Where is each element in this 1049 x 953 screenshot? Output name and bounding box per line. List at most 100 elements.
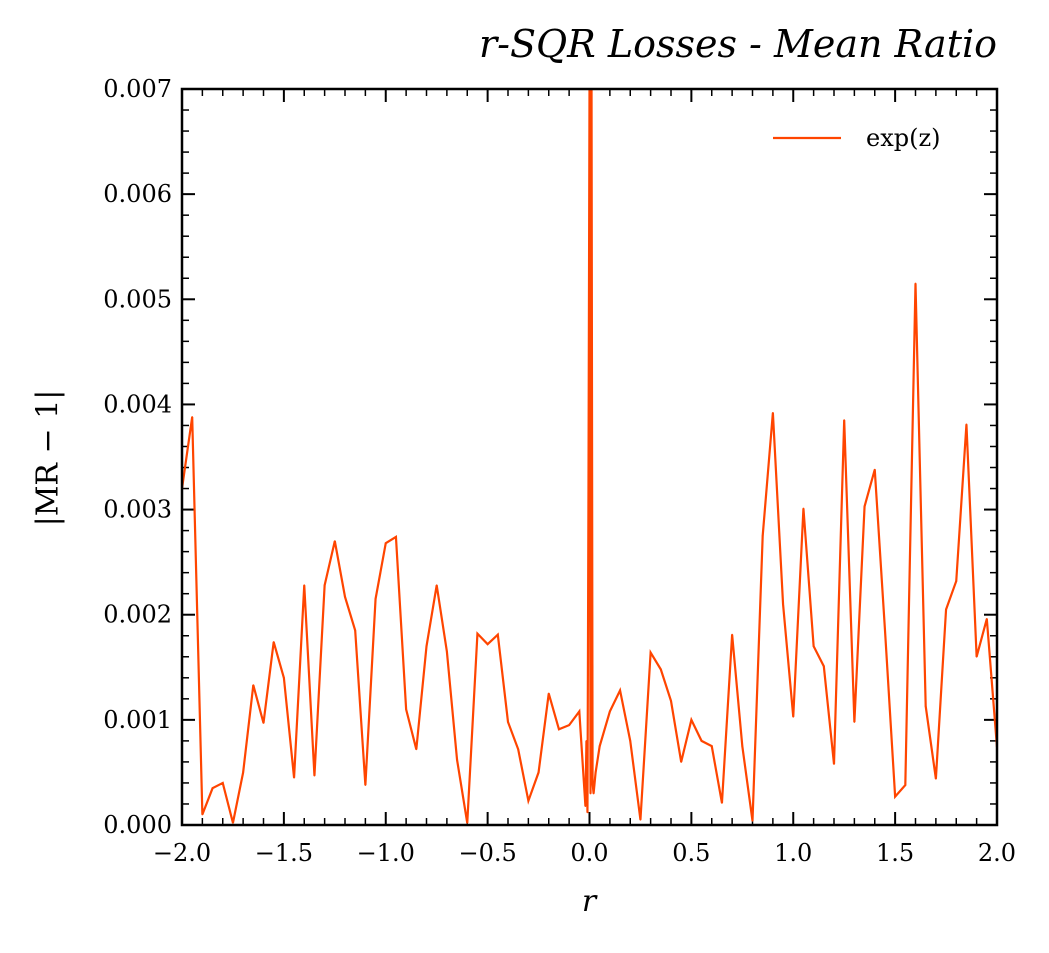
data-point — [802, 507, 805, 510]
data-point — [914, 282, 917, 285]
data-point — [782, 603, 784, 606]
data-point — [415, 748, 418, 751]
data-point — [659, 668, 662, 671]
series-layer — [182, 89, 997, 824]
data-point — [405, 708, 408, 711]
data-point — [323, 584, 326, 587]
data-point — [670, 700, 672, 702]
data-point — [592, 792, 595, 795]
data-point — [313, 774, 316, 777]
data-point — [374, 598, 377, 600]
data-point — [843, 419, 846, 422]
data-point — [435, 584, 438, 587]
data-point — [456, 758, 458, 761]
data-point — [293, 776, 295, 779]
data-point — [476, 632, 479, 635]
data-point — [587, 487, 590, 490]
series-line — [182, 89, 997, 824]
data-point — [975, 655, 978, 658]
data-point — [558, 728, 560, 731]
y-tick-label: 0.001 — [103, 706, 172, 734]
x-axis-label: r — [581, 884, 597, 919]
data-point — [537, 771, 540, 774]
data-point — [741, 745, 744, 748]
data-point — [354, 629, 357, 632]
data-point — [384, 542, 387, 545]
data-point — [252, 684, 255, 687]
data-point — [619, 689, 621, 692]
x-tick-label: −1.0 — [357, 839, 415, 867]
data-point — [955, 580, 958, 582]
data-point — [303, 584, 306, 587]
data-point — [201, 813, 204, 816]
data-point — [812, 645, 815, 648]
data-point — [589, 792, 592, 795]
data-point — [517, 748, 520, 751]
data-point — [680, 761, 683, 763]
data-point — [547, 692, 550, 695]
data-point — [710, 745, 713, 748]
data-point — [853, 721, 856, 723]
data-point — [873, 468, 876, 471]
data-point — [496, 633, 499, 636]
x-tick-label: 1.5 — [876, 839, 914, 867]
data-point — [945, 608, 947, 611]
data-point — [221, 782, 224, 784]
data-point — [272, 641, 275, 643]
data-point — [731, 633, 734, 636]
data-point — [486, 643, 489, 646]
data-point — [578, 710, 581, 713]
x-tick-label: 0.5 — [672, 839, 710, 867]
data-point — [586, 811, 589, 814]
legend: exp(z) — [773, 124, 940, 152]
data-point — [594, 771, 597, 774]
legend-label: exp(z) — [866, 124, 940, 152]
y-tick-label: 0.003 — [103, 496, 172, 524]
y-tick-label: 0.005 — [103, 285, 172, 313]
data-point — [934, 777, 937, 780]
data-point — [262, 722, 265, 724]
data-point — [395, 536, 397, 538]
axis-ticks: −2.0 −1.5 −1.0 −0.5 0.0 0.5 1.0 1.5 2.0 0.000 0.00… — [103, 75, 1016, 867]
data-point — [700, 739, 703, 742]
y-tick-label: 0.004 — [103, 390, 172, 418]
data-point — [721, 802, 723, 804]
data-point — [649, 651, 652, 654]
data-point — [894, 795, 897, 798]
data-point — [629, 739, 632, 742]
data-point — [591, 782, 594, 784]
data-point — [282, 676, 285, 679]
x-tick-label: −2.0 — [153, 839, 211, 867]
data-point — [965, 423, 968, 426]
data-point — [584, 805, 587, 807]
data-point — [585, 739, 588, 742]
data-point — [904, 784, 907, 786]
data-point — [751, 819, 754, 822]
chart-title: r-SQR Losses - Mean Ratio — [478, 22, 997, 66]
data-point — [690, 718, 693, 721]
data-point — [639, 818, 642, 821]
plot-frame — [180, 87, 999, 827]
y-tick-label: 0.000 — [103, 811, 172, 839]
data-point — [884, 628, 886, 631]
x-tick-label: 0.0 — [570, 839, 608, 867]
data-point — [445, 650, 448, 653]
data-point — [425, 645, 428, 648]
data-point — [191, 416, 194, 418]
data-point — [924, 705, 927, 708]
x-tick-label: −1.5 — [255, 839, 313, 867]
data-point — [466, 821, 469, 824]
y-tick-label: 0.006 — [103, 180, 172, 208]
data-point — [364, 784, 367, 786]
y-tick-label: 0.007 — [103, 75, 172, 103]
data-point — [333, 540, 336, 543]
y-tick-label: 0.002 — [103, 601, 172, 629]
data-point — [833, 763, 835, 765]
data-point — [211, 787, 214, 790]
data-point — [822, 665, 825, 668]
data-point — [771, 411, 774, 414]
data-point — [344, 595, 346, 598]
x-tick-label: 1.0 — [774, 839, 812, 867]
data-point — [792, 715, 795, 718]
